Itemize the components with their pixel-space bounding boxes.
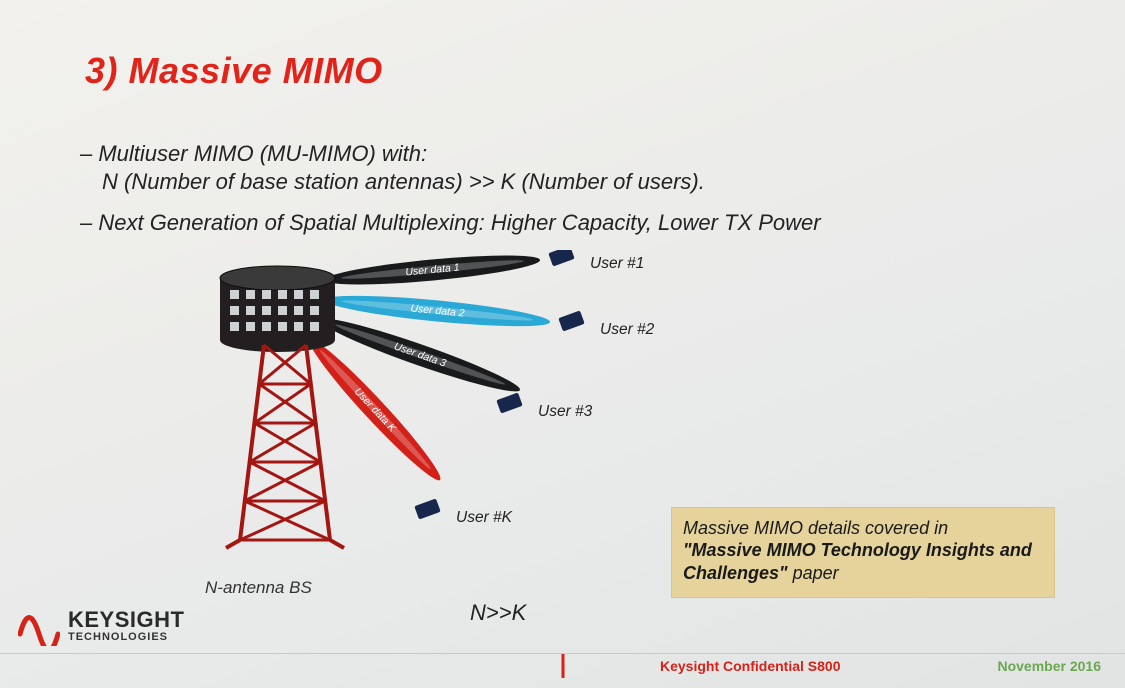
- user-label-1: User #1: [590, 255, 644, 272]
- mimo-diagram: User data 1User #1User data 2User #2User…: [150, 250, 670, 590]
- antenna-element: [278, 306, 287, 315]
- antenna-element: [310, 290, 319, 299]
- tower-rail-left: [240, 345, 264, 540]
- footer-date: November 2016: [997, 658, 1101, 674]
- user-label-3: User #3: [538, 403, 593, 420]
- tower-brace: [250, 423, 316, 462]
- keysight-wave-icon: [18, 604, 60, 646]
- antenna-element: [246, 306, 255, 315]
- antenna-element: [230, 306, 239, 315]
- antenna-element: [262, 290, 271, 299]
- bs-label: N-antenna BS: [205, 578, 312, 598]
- note-tail: paper: [788, 563, 839, 583]
- bullet-1-line-1: – Multiuser MIMO (MU-MIMO) with:: [80, 140, 980, 168]
- antenna-element: [262, 306, 271, 315]
- antenna-element: [246, 290, 255, 299]
- footer-confidential: Keysight Confidential S800: [660, 658, 840, 674]
- slide-title: 3) Massive MIMO: [85, 50, 383, 92]
- tower-brace: [250, 462, 326, 501]
- bullet-2: – Next Generation of Spatial Multiplexin…: [80, 209, 980, 237]
- logo-text-block: KEYSIGHT TECHNOLOGIES: [68, 607, 184, 643]
- footer: Keysight Confidential S800 November 2016: [0, 653, 1125, 682]
- antenna-element: [278, 322, 287, 331]
- antenna-element: [278, 290, 287, 299]
- tower: [226, 345, 344, 548]
- relation-label: N>>K: [470, 600, 526, 626]
- tower-brace: [259, 384, 315, 423]
- tower-brace: [254, 384, 310, 423]
- bullet-1-line-2: N (Number of base station antennas) >> K…: [102, 168, 980, 196]
- tower-brace: [245, 501, 330, 540]
- bullet-list: – Multiuser MIMO (MU-MIMO) with: N (Numb…: [80, 140, 980, 237]
- footer-divider: [561, 654, 564, 678]
- bullet-1: – Multiuser MIMO (MU-MIMO) with: N (Numb…: [80, 140, 980, 195]
- antenna-element: [294, 322, 303, 331]
- bs-head-top: [220, 266, 335, 290]
- user-device-4: [414, 498, 440, 519]
- antenna-element: [230, 290, 239, 299]
- logo-name: KEYSIGHT: [68, 607, 184, 633]
- tower-foot: [226, 540, 240, 548]
- user-device-1: [548, 250, 574, 267]
- keysight-logo: KEYSIGHT TECHNOLOGIES: [18, 604, 184, 646]
- beam-4-label: User data K: [352, 386, 399, 436]
- tower-rail-right: [306, 345, 330, 540]
- wave-path: [20, 618, 58, 647]
- antenna-element: [230, 322, 239, 331]
- note-line-1: Massive MIMO details covered in: [683, 518, 948, 538]
- tower-brace: [245, 462, 321, 501]
- antenna-element: [262, 322, 271, 331]
- slide: 3) Massive MIMO – Multiuser MIMO (MU-MIM…: [0, 0, 1125, 688]
- antenna-element: [294, 306, 303, 315]
- tower-brace: [254, 423, 320, 462]
- antenna-element: [310, 322, 319, 331]
- user-label-2: User #2: [600, 321, 655, 338]
- antenna-element: [246, 322, 255, 331]
- logo-sub: TECHNOLOGIES: [68, 631, 184, 643]
- note-bold: "Massive MIMO Technology Insights and Ch…: [683, 540, 1032, 583]
- reference-note: Massive MIMO details covered in "Massive…: [671, 507, 1055, 599]
- tower-brace: [240, 501, 325, 540]
- antenna-element: [310, 306, 319, 315]
- tower-foot: [330, 540, 344, 548]
- user-device-3: [496, 392, 522, 413]
- user-device-2: [558, 310, 584, 331]
- user-label-4: User #K: [456, 509, 513, 526]
- antenna-element: [294, 290, 303, 299]
